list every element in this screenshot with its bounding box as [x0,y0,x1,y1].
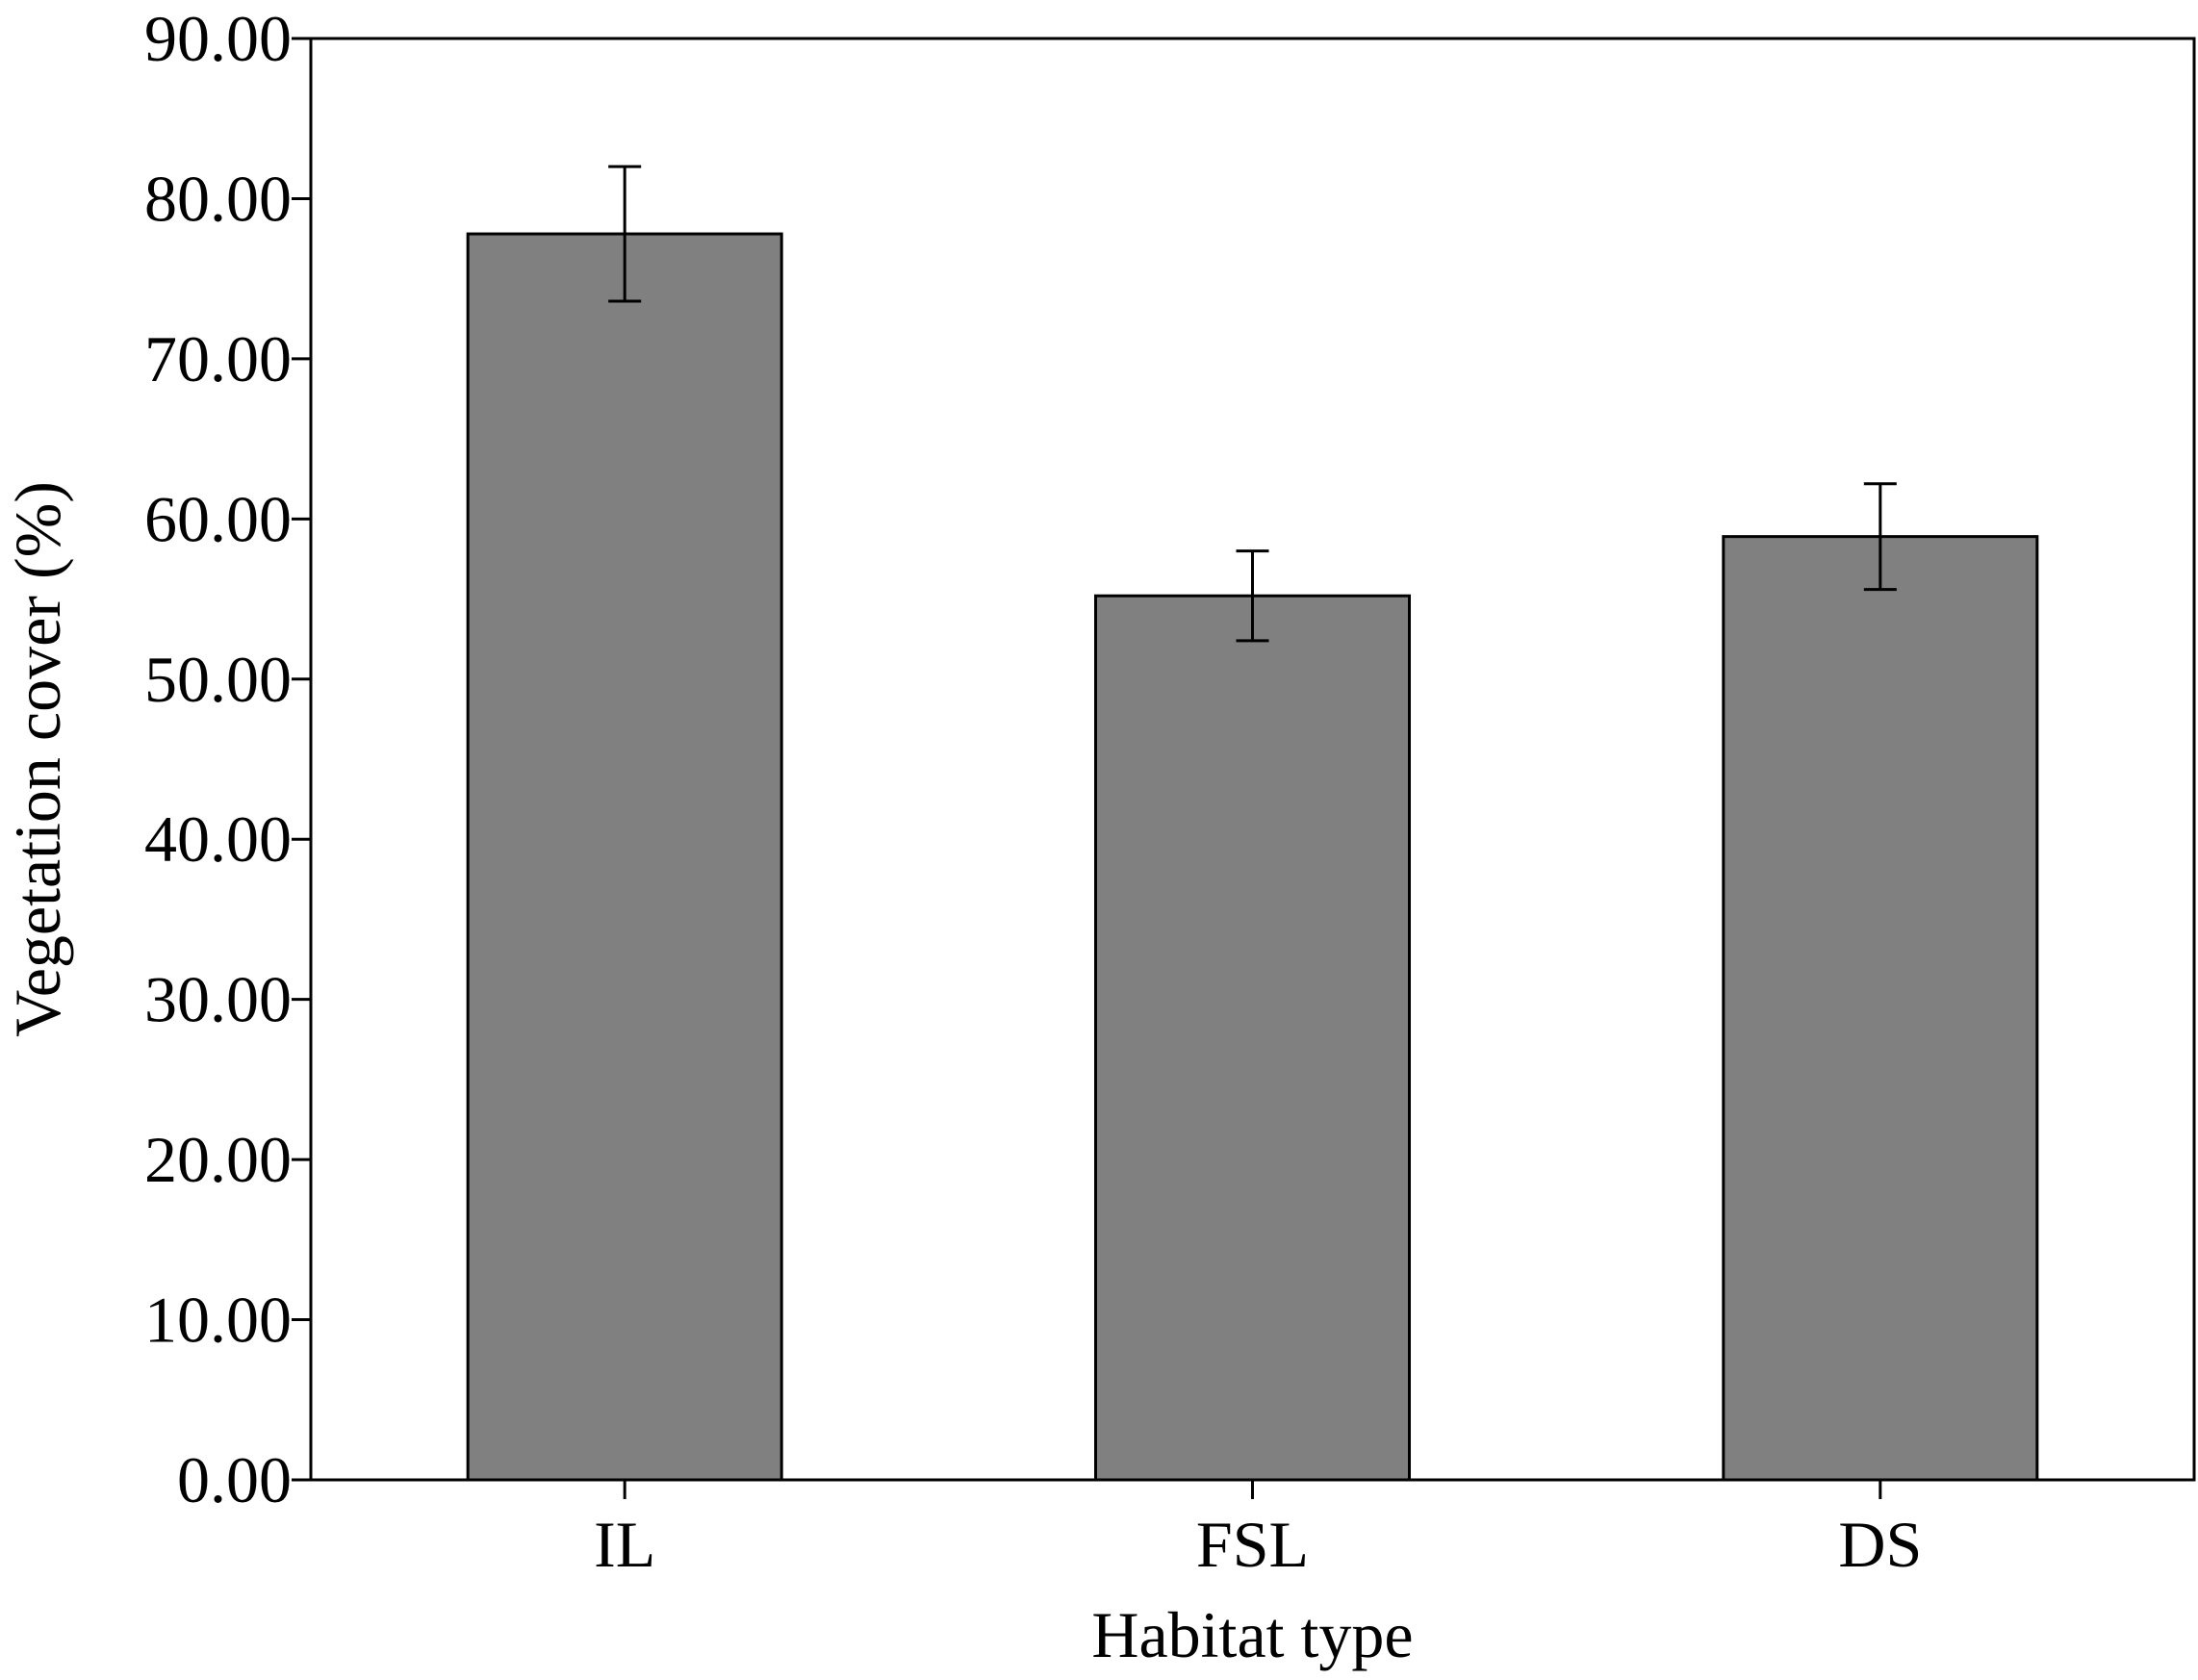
y-tick-label: 80.00 [144,162,292,235]
y-tick-label: 40.00 [144,802,292,876]
x-axis-title: Habitat type [1091,1598,1413,1671]
x-tick-label: DS [1838,1508,1922,1581]
bars-layer [466,232,2039,1482]
y-tick-label: 0.00 [177,1443,292,1516]
y-tick-label: 50.00 [144,643,292,716]
y-tick-label: 70.00 [144,322,292,395]
bar-il [466,232,783,1482]
bar-ds [1722,535,2039,1482]
y-tick-label: 20.00 [144,1123,292,1196]
y-tick-label: 10.00 [144,1284,292,1357]
y-axis: 0.00 10.00 20.00 30.00 40.00 50.00 60.00 70.00 8… [144,2,311,1516]
error-bar-ds [1863,482,1897,592]
bar-fsl [1094,594,1411,1482]
x-axis: IL FSL DS [594,1480,1922,1581]
error-bar-il [608,165,642,303]
x-tick-label: FSL [1196,1508,1309,1581]
error-bar-fsl [1236,549,1269,643]
y-axis-title: Vegetation cover (%) [1,481,74,1037]
y-tick-label: 60.00 [144,482,292,555]
error-bars-layer [608,165,1897,643]
y-tick-label: 30.00 [144,963,292,1036]
y-tick-label: 90.00 [144,2,292,75]
x-tick-label: IL [594,1508,655,1581]
